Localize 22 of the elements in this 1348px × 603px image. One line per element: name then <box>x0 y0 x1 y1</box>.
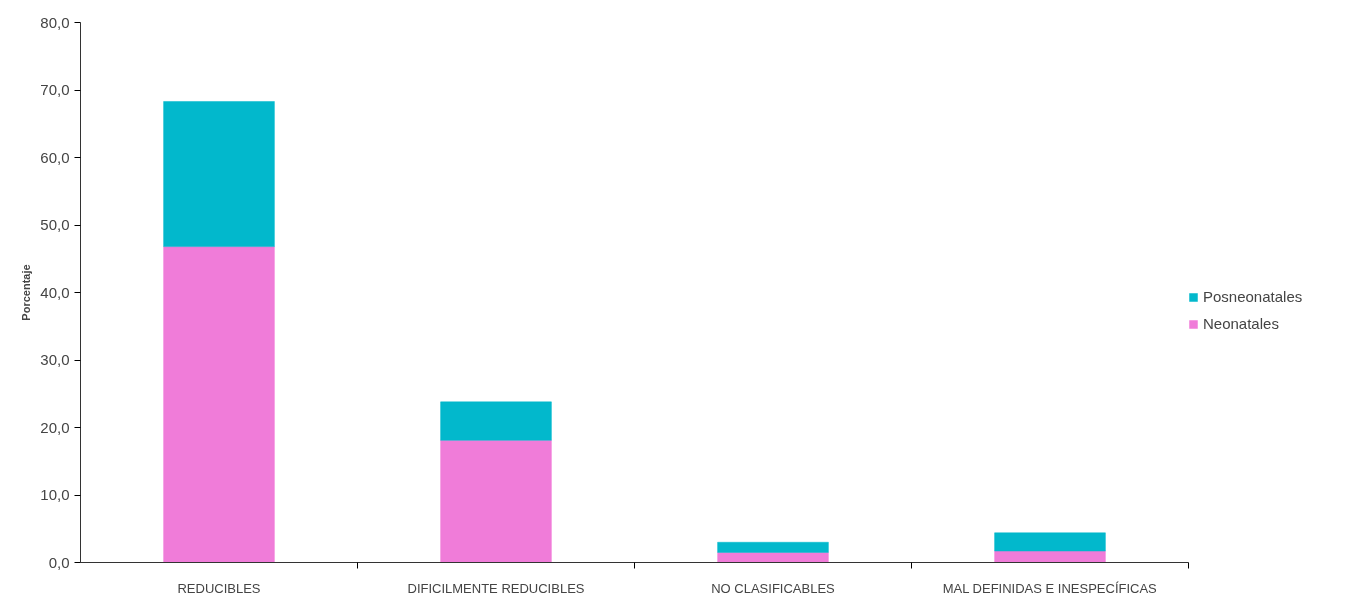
y-tick-label: 30,0 <box>40 351 70 368</box>
bar <box>717 542 829 553</box>
y-tick-label: 10,0 <box>40 486 70 503</box>
y-tick-label: 80,0 <box>40 13 70 31</box>
y-axis-title: Porcentaje <box>20 264 33 321</box>
x-tick-label: DIFICILMENTE REDUCIBLES <box>407 580 585 596</box>
y-tick-label: 20,0 <box>40 418 70 436</box>
legend-label: Neonatales <box>1203 315 1279 332</box>
x-tick-label: NO CLASIFICABLES <box>711 580 836 596</box>
y-tick-label: 50,0 <box>40 216 70 233</box>
bar <box>440 401 552 441</box>
legend-label: Posneonatales <box>1203 288 1303 305</box>
bar <box>163 101 275 247</box>
y-tick-label: 40,0 <box>40 283 70 301</box>
y-tick-label: 60,0 <box>40 148 70 166</box>
x-tick-label: REDUCIBLES <box>177 580 261 596</box>
bar <box>163 246 275 563</box>
bar <box>994 532 1106 552</box>
x-tick-label: MAL DEFINIDAS E INESPECÍFICAS <box>942 580 1158 596</box>
y-tick-label: 70,0 <box>40 81 70 98</box>
y-tick-label: 0,0 <box>48 553 70 571</box>
bar <box>440 440 552 563</box>
